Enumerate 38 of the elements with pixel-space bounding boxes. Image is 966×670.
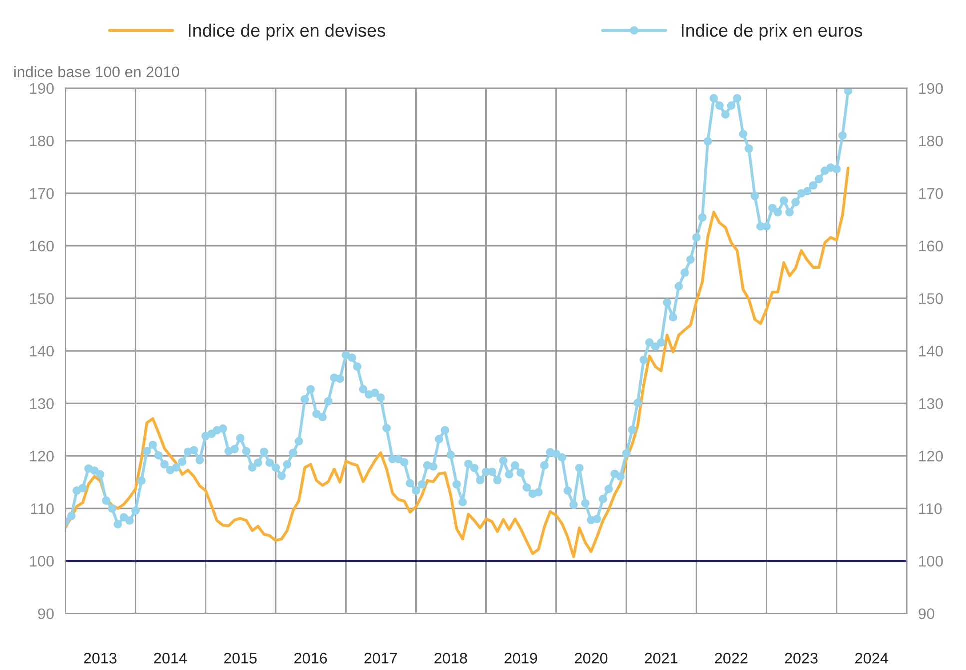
x-tick-label: 2016 bbox=[294, 653, 328, 664]
y-tick-label: 90 bbox=[38, 608, 54, 620]
y-axis-title: indice base 100 en 2010 bbox=[14, 66, 180, 78]
x-tick-label: 2020 bbox=[575, 653, 608, 664]
y2-tick-label: 110 bbox=[919, 504, 942, 514]
x-tick-label: 2014 bbox=[154, 653, 188, 664]
legend-label: Indice de prix en euros bbox=[682, 24, 862, 41]
x-tick-label: 2013 bbox=[84, 653, 117, 664]
y2-tick-label: 150 bbox=[919, 293, 944, 304]
y-tick-label: 160 bbox=[30, 240, 54, 252]
y2-tick-label: 140 bbox=[919, 346, 944, 357]
y2-tick-label: 130 bbox=[919, 398, 944, 410]
y2-tick-label: 100 bbox=[919, 556, 944, 567]
y2-tick-label: 190 bbox=[919, 83, 944, 94]
y2-tick-label: 170 bbox=[919, 188, 944, 200]
line-series bbox=[66, 166, 850, 558]
legend-label: Indice de prix en devises bbox=[189, 24, 386, 41]
y-tick-label: 120 bbox=[30, 451, 54, 462]
y-tick-label: 100 bbox=[30, 556, 54, 567]
y2-tick-label: 180 bbox=[919, 136, 944, 147]
y-tick-label: 170 bbox=[30, 188, 54, 200]
x-tick-label: 2017 bbox=[364, 653, 398, 664]
y-tick-label: 110 bbox=[31, 504, 54, 514]
y2-tick-label: 160 bbox=[919, 240, 944, 252]
x-tick-label: 2023 bbox=[785, 653, 818, 664]
y2-tick-label: 120 bbox=[919, 451, 944, 462]
y2-tick-label: 90 bbox=[918, 608, 935, 620]
y-tick-label: 130 bbox=[30, 398, 54, 410]
y-tick-label: 150 bbox=[30, 293, 54, 304]
x-tick-label: 2024 bbox=[856, 653, 888, 664]
x-tick-label: 2021 bbox=[645, 653, 678, 664]
x-tick-label: 2022 bbox=[715, 653, 748, 664]
x-tick-label: 2018 bbox=[434, 653, 468, 664]
y-tick-label: 180 bbox=[30, 136, 54, 147]
x-tick-label: 2015 bbox=[224, 653, 257, 664]
x-tick-label: 2019 bbox=[504, 653, 538, 664]
y-tick-label: 140 bbox=[30, 346, 54, 357]
y-tick-label: 190 bbox=[30, 83, 54, 94]
